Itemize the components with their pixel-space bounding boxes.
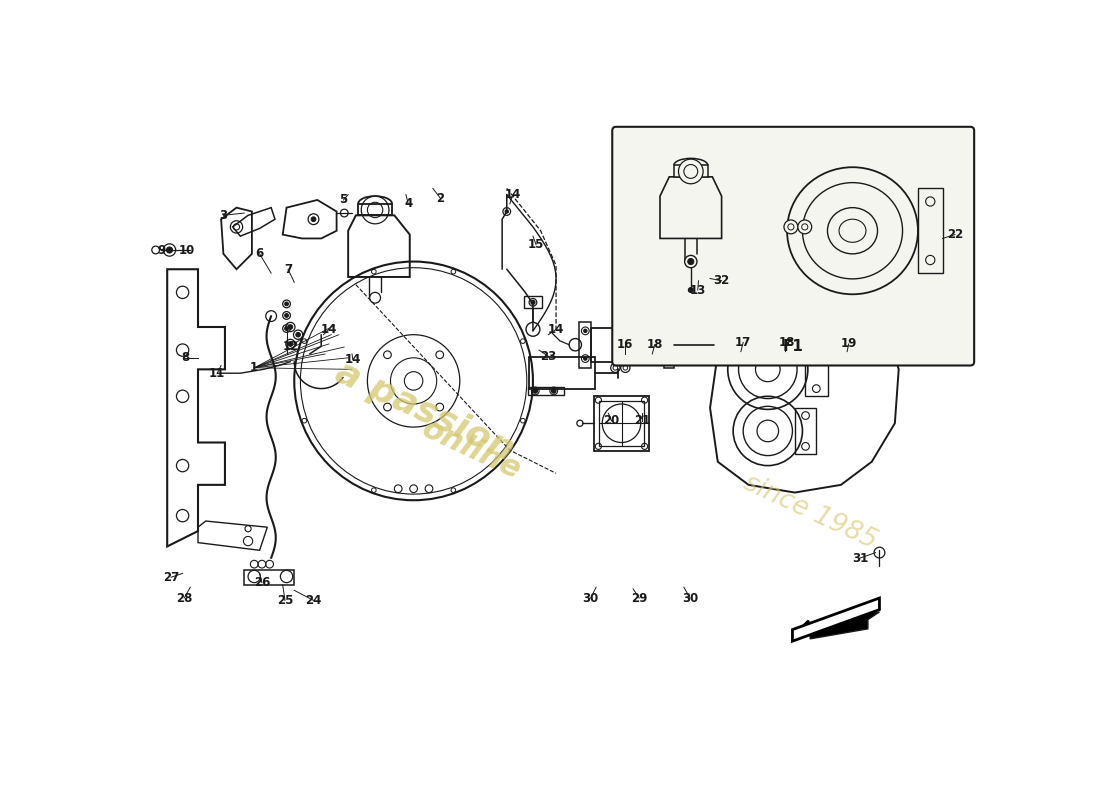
Text: 32: 32 xyxy=(714,274,729,287)
Text: 8: 8 xyxy=(180,351,189,364)
Text: 10: 10 xyxy=(178,243,195,257)
Polygon shape xyxy=(810,612,880,639)
Circle shape xyxy=(288,325,293,330)
Text: 16: 16 xyxy=(617,338,634,351)
Text: since 1985: since 1985 xyxy=(739,470,881,554)
Text: 1: 1 xyxy=(250,362,258,374)
Bar xyxy=(917,188,943,273)
Circle shape xyxy=(689,288,693,292)
Ellipse shape xyxy=(839,219,866,242)
Text: 18: 18 xyxy=(779,336,795,349)
Circle shape xyxy=(311,217,316,222)
Circle shape xyxy=(534,389,538,394)
Circle shape xyxy=(285,326,288,330)
Text: 28: 28 xyxy=(176,591,192,605)
Circle shape xyxy=(166,247,173,253)
Circle shape xyxy=(926,197,935,206)
Text: 13: 13 xyxy=(690,283,706,297)
Text: 25: 25 xyxy=(277,594,294,607)
Text: 22: 22 xyxy=(947,228,962,241)
Text: 3: 3 xyxy=(219,209,228,222)
Bar xyxy=(805,342,828,396)
Circle shape xyxy=(679,159,703,184)
Text: 12: 12 xyxy=(283,340,298,353)
Circle shape xyxy=(684,255,697,268)
Bar xyxy=(600,401,643,446)
Text: 11: 11 xyxy=(209,366,226,380)
Circle shape xyxy=(802,224,807,230)
Text: F1: F1 xyxy=(783,338,804,354)
Circle shape xyxy=(285,302,288,306)
Text: 14: 14 xyxy=(548,323,564,336)
Circle shape xyxy=(688,258,694,265)
Text: 27: 27 xyxy=(163,570,179,584)
Circle shape xyxy=(926,255,935,265)
Bar xyxy=(794,408,816,454)
Circle shape xyxy=(531,301,535,304)
Text: 6: 6 xyxy=(255,247,264,260)
Text: 14: 14 xyxy=(321,323,337,336)
Text: 17: 17 xyxy=(735,336,751,349)
Text: 9: 9 xyxy=(157,243,166,257)
Text: 31: 31 xyxy=(852,551,868,565)
Text: 7: 7 xyxy=(284,262,293,276)
FancyBboxPatch shape xyxy=(613,126,975,366)
Circle shape xyxy=(285,314,288,318)
Polygon shape xyxy=(660,177,722,238)
Circle shape xyxy=(296,332,300,337)
Text: 15: 15 xyxy=(528,238,544,251)
Text: 26: 26 xyxy=(254,576,271,589)
Text: 23: 23 xyxy=(540,350,557,362)
Text: 5: 5 xyxy=(340,194,348,206)
Text: 18: 18 xyxy=(647,338,663,351)
Ellipse shape xyxy=(786,167,917,294)
Text: 14: 14 xyxy=(505,188,521,201)
Circle shape xyxy=(784,220,798,234)
Circle shape xyxy=(505,210,508,213)
Circle shape xyxy=(684,165,697,178)
Text: 20: 20 xyxy=(604,414,619,427)
Circle shape xyxy=(584,330,586,332)
Text: 29: 29 xyxy=(631,591,648,605)
Ellipse shape xyxy=(802,182,902,279)
Text: 21: 21 xyxy=(635,414,650,427)
Circle shape xyxy=(788,224,794,230)
Circle shape xyxy=(288,342,293,346)
Text: 2: 2 xyxy=(437,192,444,205)
Text: 24: 24 xyxy=(306,594,321,607)
Text: 4: 4 xyxy=(404,198,412,210)
Circle shape xyxy=(584,357,586,360)
Bar xyxy=(594,395,649,451)
Polygon shape xyxy=(674,166,707,177)
Text: 19: 19 xyxy=(840,338,857,350)
Text: 30: 30 xyxy=(583,591,598,605)
Text: 30: 30 xyxy=(682,591,698,605)
Circle shape xyxy=(798,220,812,234)
Ellipse shape xyxy=(827,208,878,254)
Text: online: online xyxy=(417,414,526,486)
Text: 14: 14 xyxy=(344,353,361,366)
Circle shape xyxy=(551,389,556,394)
Text: a passion: a passion xyxy=(330,355,520,468)
Polygon shape xyxy=(792,598,880,641)
